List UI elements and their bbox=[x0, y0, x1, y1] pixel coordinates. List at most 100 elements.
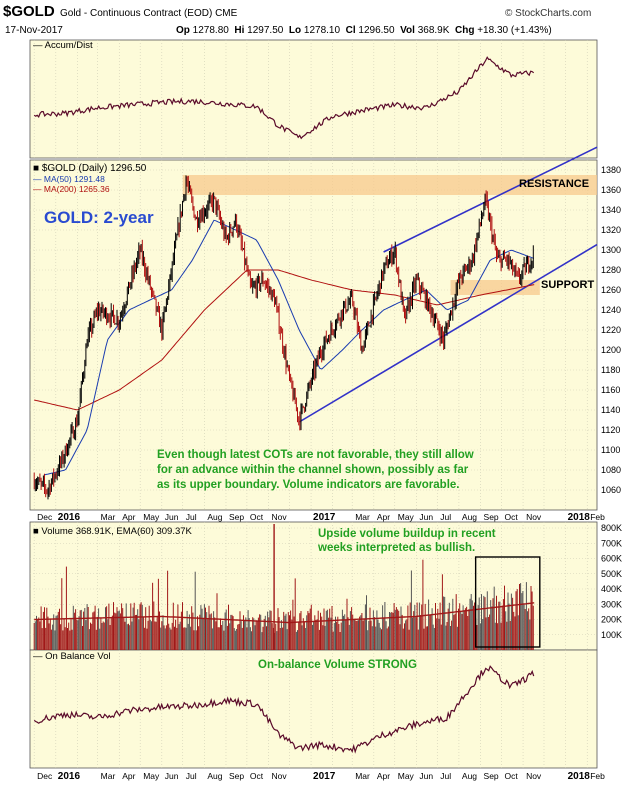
resistance-label: RESISTANCE bbox=[519, 178, 589, 190]
note-line-2: for an advance within the channel shown,… bbox=[157, 464, 469, 476]
price-x-tick-label: Nov bbox=[526, 512, 542, 522]
price-tick-label: 1300 bbox=[601, 245, 621, 255]
price-tick-label: 1220 bbox=[601, 325, 621, 335]
obv-x-tick-label: Jul bbox=[440, 771, 451, 781]
obv-x-tick-label: Oct bbox=[504, 771, 518, 781]
price-tick-label: 1060 bbox=[601, 485, 621, 495]
obv-x-tick-label: Oct bbox=[250, 771, 264, 781]
support-label: SUPPORT bbox=[541, 279, 594, 291]
price-legend-main: ■ $GOLD (Daily) 1296.50 bbox=[33, 163, 147, 174]
price-tick-label: 1120 bbox=[601, 425, 620, 435]
price-x-tick-label: May bbox=[143, 512, 160, 522]
price-tick-label: 1340 bbox=[601, 205, 621, 215]
price-tick-label: 1240 bbox=[601, 305, 621, 315]
price-x-tick-label: Apr bbox=[377, 512, 390, 522]
price-tick-label: 1080 bbox=[601, 465, 621, 475]
note-line-1: Even though latest COTs are not favorabl… bbox=[157, 449, 474, 461]
obv-x-tick-label: Aug bbox=[207, 771, 222, 781]
price-x-tick-label: 2016 bbox=[58, 512, 81, 523]
accum-dist-title: — Accum/Dist bbox=[33, 40, 93, 51]
note-line-3: as its upper boundary. Volume indicators… bbox=[157, 479, 460, 491]
price-x-tick-label: Nov bbox=[272, 512, 288, 522]
channel-lower-line bbox=[298, 243, 598, 423]
obv-x-tick-label: May bbox=[143, 771, 160, 781]
accum-dist-line bbox=[33, 56, 535, 140]
panel-price bbox=[29, 159, 598, 511]
obv-x-tick-label: Nov bbox=[526, 771, 542, 781]
obv-x-tick-label: Sep bbox=[229, 771, 244, 781]
obv-x-tick-label: 2017 bbox=[313, 771, 336, 782]
price-x-tick-label: Jun bbox=[419, 512, 433, 522]
resistance-band bbox=[182, 175, 597, 195]
price-x-tick-label: Oct bbox=[504, 512, 518, 522]
obv-x-tick-label: 2018 bbox=[568, 771, 591, 782]
volume-highlight-box bbox=[474, 556, 541, 648]
obv-x-tick-label: Sep bbox=[484, 771, 499, 781]
obv-x-tick-label: Nov bbox=[272, 771, 288, 781]
price-tick-label: 1380 bbox=[601, 165, 621, 175]
price-tick-label: 1100 bbox=[601, 445, 620, 455]
price-x-tick-label: Apr bbox=[122, 512, 135, 522]
symbol-title: $GOLD bbox=[3, 3, 55, 20]
gold-2year-label: GOLD: 2-year bbox=[44, 208, 154, 227]
price-x-tick-label: Sep bbox=[484, 512, 499, 522]
price-x-tick-label: Jun bbox=[165, 512, 179, 522]
ma200-line bbox=[34, 269, 535, 411]
price-x-tick-label: Feb bbox=[590, 512, 605, 522]
header-date: 17-Nov-2017 bbox=[5, 25, 63, 36]
obv-x-tick-label: Jun bbox=[419, 771, 433, 781]
volume-ema-line bbox=[34, 602, 535, 624]
obv-x-tick-label: Mar bbox=[355, 771, 370, 781]
price-x-tick-label: 2018 bbox=[568, 512, 591, 523]
volume-tick-label: 700K bbox=[601, 538, 622, 548]
volume-tick-label: 400K bbox=[601, 584, 622, 594]
price-tick-label: 1200 bbox=[601, 345, 621, 355]
brand-label: © StockCharts.com bbox=[505, 8, 592, 19]
obv-note: On-balance Volume STRONG bbox=[258, 659, 417, 671]
contract-name: Gold - Continuous Contract (EOD) CME bbox=[60, 8, 238, 19]
panel-accum-dist bbox=[29, 39, 598, 159]
price-x-tick-label: Mar bbox=[101, 512, 116, 522]
volume-tick-label: 600K bbox=[601, 554, 622, 564]
obv-x-tick-label: Feb bbox=[590, 771, 605, 781]
obv-title: — On Balance Vol bbox=[33, 651, 111, 662]
price-x-tick-label: May bbox=[398, 512, 415, 522]
obv-line bbox=[33, 665, 535, 754]
obv-x-tick-label: Jul bbox=[186, 771, 197, 781]
price-tick-label: 1360 bbox=[601, 185, 621, 195]
volume-note-2: weeks interpreted as bullish. bbox=[317, 542, 475, 554]
price-x-tick-label: Sep bbox=[229, 512, 244, 522]
price-x-tick-label: Dec bbox=[37, 512, 53, 522]
volume-tick-label: 500K bbox=[601, 569, 622, 579]
volume-note-1: Upside volume buildup in recent bbox=[318, 528, 496, 540]
obv-x-tick-label: Apr bbox=[377, 771, 390, 781]
volume-title: ■ Volume 368.91K, EMA(60) 309.37K bbox=[33, 526, 193, 537]
obv-x-tick-label: Aug bbox=[462, 771, 477, 781]
price-legend-ma50: — MA(50) 1291.48 bbox=[33, 174, 105, 184]
volume-tick-label: 200K bbox=[601, 615, 622, 625]
ma50-line bbox=[43, 219, 535, 476]
price-tick-label: 1320 bbox=[601, 225, 621, 235]
price-tick-label: 1260 bbox=[601, 285, 621, 295]
price-x-tick-label: Oct bbox=[250, 512, 264, 522]
price-legend-ma200: — MA(200) 1265.36 bbox=[33, 184, 110, 194]
obv-x-tick-label: Apr bbox=[122, 771, 135, 781]
price-x-tick-label: Aug bbox=[207, 512, 222, 522]
obv-x-tick-label: May bbox=[398, 771, 415, 781]
price-x-tick-label: Jul bbox=[440, 512, 451, 522]
ohlc-stats: Op 1278.80 Hi 1297.50 Lo 1278.10 Cl 1296… bbox=[176, 25, 552, 36]
volume-tick-label: 300K bbox=[601, 599, 622, 609]
price-x-tick-label: Mar bbox=[355, 512, 370, 522]
volume-tick-label: 800K bbox=[601, 523, 622, 533]
price-x-tick-label: Aug bbox=[462, 512, 477, 522]
price-tick-label: 1180 bbox=[601, 365, 620, 375]
price-x-tick-label: Jul bbox=[186, 512, 197, 522]
volume-tick-label: 100K bbox=[601, 630, 622, 640]
obv-x-tick-label: Dec bbox=[37, 771, 53, 781]
obv-x-tick-label: Mar bbox=[101, 771, 116, 781]
price-x-tick-label: 2017 bbox=[313, 512, 336, 523]
obv-x-tick-label: Jun bbox=[165, 771, 179, 781]
channel-upper-line bbox=[383, 146, 598, 253]
price-tick-label: 1160 bbox=[601, 385, 620, 395]
